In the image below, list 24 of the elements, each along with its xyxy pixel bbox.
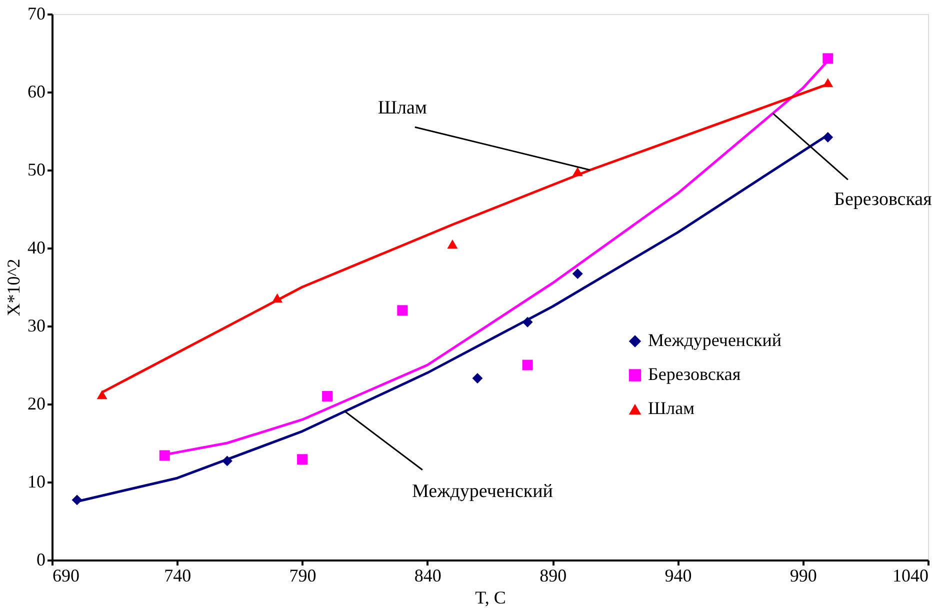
y-tick-label: 0 — [36, 550, 46, 570]
y-tick-label: 10 — [28, 472, 46, 492]
annotation: Междуреченский — [412, 480, 553, 502]
y-tick-label: 30 — [28, 316, 46, 336]
x-tick-label: 740 — [164, 566, 192, 586]
x-tick-label: 790 — [289, 566, 316, 586]
y-tick-label: 50 — [28, 160, 46, 180]
legend-label: Березовская — [648, 364, 741, 384]
x-tick-label: 690 — [52, 566, 80, 586]
annotation: Березовская — [834, 189, 932, 210]
x-tick-label: 990 — [790, 566, 817, 586]
y-axis-title: X*10^2 — [4, 258, 24, 316]
y-tick-label: 70 — [28, 4, 46, 24]
x-tick-label: 890 — [540, 566, 567, 586]
x-tick-label: 1040 — [892, 566, 928, 586]
x-tick-label: 940 — [664, 566, 692, 586]
legend-label: Шлам — [648, 398, 695, 418]
y-tick-label: 20 — [28, 394, 46, 414]
annotation: Шлам — [378, 98, 427, 119]
y-tick-label: 60 — [28, 82, 46, 102]
x-axis-title: T, C — [475, 588, 506, 608]
y-tick-label: 40 — [28, 238, 46, 258]
x-tick-label: 840 — [414, 566, 442, 586]
legend-label: Междуреченский — [648, 330, 782, 350]
